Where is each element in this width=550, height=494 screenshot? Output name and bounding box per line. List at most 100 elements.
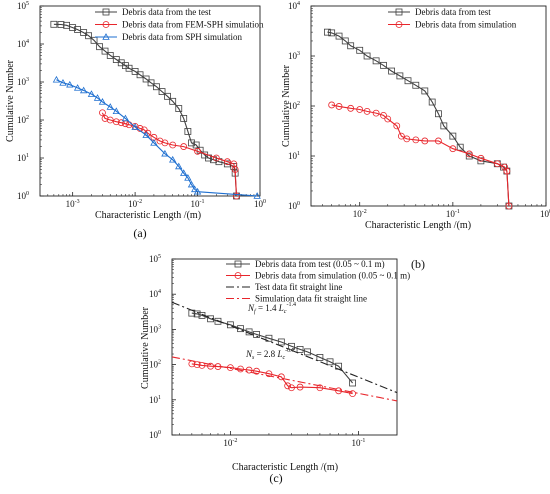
data-point bbox=[501, 163, 509, 171]
data-point bbox=[428, 98, 436, 106]
data-point bbox=[324, 28, 331, 36]
data-point bbox=[253, 331, 260, 338]
plot-frame bbox=[171, 258, 398, 436]
data-point bbox=[356, 106, 364, 113]
data-point bbox=[288, 342, 295, 350]
data-point bbox=[316, 354, 324, 361]
data-point bbox=[265, 334, 273, 342]
legend: Debris data from the test Debris data fro… bbox=[95, 7, 264, 42]
data-point bbox=[93, 94, 102, 101]
data-point bbox=[59, 79, 67, 86]
legend-marker bbox=[234, 260, 242, 268]
data-point bbox=[117, 119, 125, 127]
data-point bbox=[169, 97, 177, 105]
panel-label: (a) bbox=[133, 226, 146, 240]
fit-equation: Nf = 1.4 Lc-1.4 bbox=[247, 302, 296, 315]
y-axis-label: Cumulative Number bbox=[281, 64, 292, 147]
data-point bbox=[493, 160, 501, 168]
data-point bbox=[180, 143, 188, 150]
x-tick-label: 10-1 bbox=[351, 438, 365, 448]
data-point bbox=[435, 137, 442, 145]
data-point bbox=[85, 32, 92, 40]
y-axis-label: Cumulative Number bbox=[140, 306, 151, 389]
data-point bbox=[231, 166, 239, 173]
plot-frame bbox=[39, 5, 261, 197]
data-point bbox=[328, 101, 336, 109]
y-tick-label: 104 bbox=[149, 289, 161, 299]
series-2 bbox=[188, 360, 356, 398]
data-point bbox=[253, 192, 261, 199]
y-tick-label: 103 bbox=[17, 77, 29, 87]
x-tick-label: 10-2 bbox=[128, 199, 142, 209]
data-point bbox=[412, 136, 420, 144]
data-point bbox=[349, 390, 356, 398]
data-point bbox=[79, 86, 88, 94]
data-point bbox=[101, 47, 109, 55]
data-point bbox=[212, 154, 220, 162]
data-point bbox=[169, 141, 177, 149]
data-point bbox=[304, 348, 311, 356]
x-axis-label: Characteristic Length /(m) bbox=[365, 220, 471, 231]
data-point bbox=[456, 143, 464, 151]
x-tick-label: 10-2 bbox=[223, 438, 237, 448]
data-point bbox=[253, 367, 260, 375]
legend-marker bbox=[395, 21, 403, 28]
legend-label: Debris data from test bbox=[415, 7, 491, 17]
series-line bbox=[191, 312, 354, 384]
data-point bbox=[188, 139, 195, 147]
legend-label: Debris data from simulation (0.05 ~ 0.1 … bbox=[255, 271, 410, 281]
legend-label: Debris data from the test bbox=[122, 7, 211, 17]
y-tick-label: 101 bbox=[149, 395, 161, 405]
series-1 bbox=[50, 20, 240, 200]
series-line bbox=[53, 23, 238, 197]
data-point bbox=[180, 169, 188, 176]
data-point bbox=[112, 107, 120, 115]
data-point bbox=[147, 79, 155, 87]
data-point bbox=[192, 141, 200, 149]
legend: Debris data from test (0.05 ~ 0.1 m) Debr… bbox=[226, 259, 410, 304]
y-tick-label: 100 bbox=[149, 430, 161, 440]
data-point bbox=[191, 185, 199, 193]
data-point bbox=[214, 317, 222, 325]
x-axis-label: Characteristic Length /(m) bbox=[95, 210, 201, 221]
data-point bbox=[237, 365, 244, 373]
y-tick-label: 100 bbox=[288, 201, 300, 211]
x-tick-label: 100 bbox=[254, 199, 266, 209]
y-tick-label: 101 bbox=[288, 151, 300, 161]
y-tick-label: 104 bbox=[17, 39, 29, 49]
data-point bbox=[465, 152, 473, 160]
data-point bbox=[328, 29, 336, 37]
data-point bbox=[296, 383, 304, 391]
data-point bbox=[142, 131, 150, 138]
data-point bbox=[245, 366, 253, 374]
data-point bbox=[277, 338, 285, 346]
data-point bbox=[150, 139, 158, 146]
data-point bbox=[66, 80, 74, 88]
data-point bbox=[153, 83, 160, 91]
data-point bbox=[73, 84, 82, 91]
data-point bbox=[226, 364, 234, 372]
x-tick-label: 10-3 bbox=[66, 199, 80, 209]
data-point bbox=[164, 92, 171, 100]
y-tick-label: 103 bbox=[149, 324, 161, 334]
plot-frame bbox=[310, 5, 547, 207]
data-point bbox=[142, 75, 150, 83]
series-1 bbox=[324, 28, 513, 210]
data-point bbox=[380, 61, 387, 69]
data-point bbox=[50, 20, 58, 28]
data-point bbox=[421, 87, 429, 95]
y-axis-label: Cumulative Number bbox=[5, 59, 16, 142]
data-point bbox=[347, 42, 355, 50]
data-point bbox=[161, 139, 169, 147]
legend-label: Debris data from SPH simulation bbox=[122, 32, 242, 42]
data-point bbox=[98, 98, 107, 105]
y-tick-label: 102 bbox=[149, 360, 161, 370]
data-point bbox=[106, 116, 114, 124]
data-point bbox=[465, 150, 473, 158]
data-point bbox=[503, 167, 511, 175]
data-point bbox=[372, 57, 380, 65]
x-tick-label: 10-1 bbox=[191, 199, 205, 209]
data-point bbox=[296, 346, 304, 353]
x-tick-label: 10-1 bbox=[446, 209, 460, 219]
data-point bbox=[106, 103, 114, 110]
